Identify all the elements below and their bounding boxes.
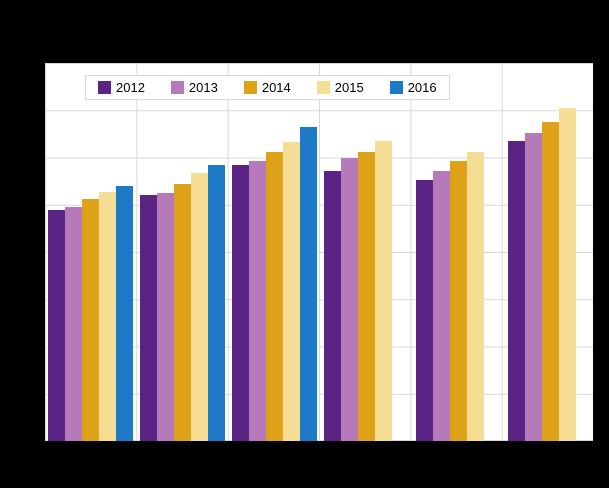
legend-label-2016: 2016 (407, 80, 437, 95)
bar-2014-group-4 (358, 151, 375, 441)
gridlines (45, 63, 593, 441)
legend-item-2013: 2013 (170, 80, 218, 95)
bar-group-6 (508, 63, 576, 441)
legend-swatch-2015 (316, 81, 330, 94)
bar-2014-group-2 (174, 183, 191, 441)
legend-item-2012: 2012 (98, 80, 145, 95)
bar-2013-group-6 (525, 132, 542, 441)
bar-2013-group-3 (249, 161, 266, 441)
bar-2012-group-3 (232, 165, 249, 441)
legend-item-2015: 2015 (316, 80, 364, 95)
bar-2015-group-2 (191, 172, 208, 441)
bar-2014-group-3 (266, 151, 283, 441)
bar-group-5 (416, 63, 484, 441)
bar-2014-group-5 (450, 161, 467, 441)
bar-2016-group-2 (208, 165, 225, 441)
bar-2014-group-1 (82, 199, 99, 441)
bar-2012-group-6 (508, 140, 525, 441)
bar-group-1 (48, 63, 133, 441)
legend-item-2016: 2016 (389, 80, 437, 95)
bar-2015-group-5 (467, 151, 484, 441)
bar-2013-group-2 (157, 193, 174, 441)
legend-label-2014: 2014 (261, 80, 291, 95)
legend-swatch-2014 (243, 81, 257, 94)
legend-swatch-2016 (389, 81, 403, 94)
bar-group-2 (140, 63, 225, 441)
bar-2012-group-1 (48, 210, 65, 441)
legend-label-2013: 2013 (188, 80, 218, 95)
bar-2016-group-3 (300, 127, 317, 441)
bar-2015-group-1 (99, 191, 116, 441)
bar-group-4 (324, 63, 392, 441)
bar-2013-group-5 (433, 170, 450, 441)
bar-2015-group-3 (283, 142, 300, 441)
legend-swatch-2013 (170, 81, 184, 94)
bar-2016-group-1 (116, 185, 133, 441)
plot-area: 2012 2013 2014 2015 2016 (45, 63, 593, 441)
legend-label-2015: 2015 (334, 80, 364, 95)
legend-swatch-2012 (98, 81, 111, 94)
bar-2013-group-1 (65, 206, 82, 441)
legend-label-2012: 2012 (116, 80, 145, 95)
bar-2013-group-4 (341, 157, 358, 441)
legend: 2012 2013 2014 2015 2016 (85, 75, 450, 100)
bar-2014-group-6 (542, 121, 559, 441)
bar-2012-group-4 (324, 170, 341, 441)
bar-2015-group-6 (559, 108, 576, 441)
bar-2012-group-2 (140, 195, 157, 441)
bar-2012-group-5 (416, 180, 433, 441)
bar-2015-group-4 (375, 140, 392, 441)
bars-layer (45, 63, 593, 441)
bar-group-3 (232, 63, 317, 441)
legend-item-2014: 2014 (243, 80, 291, 95)
